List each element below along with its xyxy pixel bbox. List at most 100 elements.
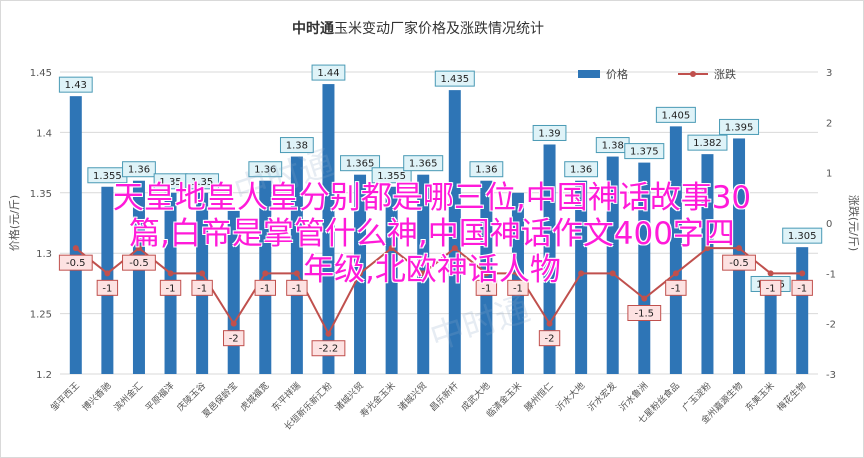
change-point (388, 245, 395, 252)
price-data-label: 1.38 (279, 137, 314, 154)
change-point (514, 270, 521, 277)
price-data-label-text: 1.38 (602, 141, 624, 152)
price-data-label-box (564, 161, 599, 178)
change-data-label: -1 (791, 279, 813, 296)
change-data-label-box (665, 279, 687, 296)
price-data-label-box (782, 227, 823, 244)
price-data-label: 1.395 (719, 118, 760, 135)
price-bar (669, 126, 682, 374)
change-data-label-box (475, 279, 498, 296)
price-data-label-box (624, 143, 665, 160)
change-data-label-box (223, 330, 245, 347)
price-data-label-box (655, 106, 696, 123)
y-tick-label-left: 1.35 (30, 189, 52, 200)
price-bar (480, 180, 493, 374)
change-data-label-text: -2 (229, 334, 239, 345)
change-data-label-text: -1 (513, 283, 523, 294)
price-data-label: 1.38 (595, 137, 630, 154)
overlay-text-line-1: 天皇地皇人皇分别都是哪三位,中国神话故事30 (112, 180, 752, 216)
change-data-label: -1 (159, 279, 182, 296)
price-data-label-text: 1.36 (570, 165, 592, 176)
y-tick-label-right: -3 (826, 370, 836, 381)
change-point (609, 270, 616, 277)
change-data-label-text: -1 (797, 283, 807, 294)
price-data-label: 1.36 (122, 161, 156, 178)
price-data-label-text: 1.39 (538, 128, 560, 139)
y-tick-label-right: 3 (826, 68, 832, 79)
change-labels: -0.5 -1 -0.5 -1 -1 -2 -1 -1 -2.2 -1 -1 -2 -1.5 -1 -0.5… (58, 254, 813, 357)
change-data-label: -2 (538, 330, 561, 347)
price-data-label-text: 1.36 (254, 165, 276, 176)
price-data-label: 1.305 (782, 227, 823, 244)
change-data-label-box (759, 279, 782, 296)
price-bar (322, 84, 335, 374)
price-data-label-text: 1.35 (191, 177, 213, 188)
price-data-label: 1.39 (532, 124, 567, 141)
change-data-label-text: -1 (197, 283, 207, 294)
change-point (199, 270, 206, 277)
change-data-label-box (254, 279, 276, 296)
price-data-label: 1.365 (340, 155, 381, 172)
price-data-label-box (122, 161, 156, 178)
change-data-label-text: -1 (766, 283, 776, 294)
price-bar (259, 180, 272, 374)
price-bar (132, 180, 145, 374)
price-data-label-text: 1.38 (286, 141, 308, 152)
change-data-label-box (286, 279, 308, 296)
change-point (230, 320, 237, 327)
price-data-label-text: 1.35 (159, 177, 181, 188)
price-data-label-box (687, 134, 728, 151)
y-tick-label-right: 0 (826, 219, 832, 230)
change-data-label-text: -1.5 (635, 309, 655, 320)
change-data-label-box (627, 305, 662, 321)
y-tick-label-left: 1.4 (36, 128, 52, 139)
price-data-label: 1.405 (655, 106, 696, 123)
change-data-label-text: -1 (292, 283, 302, 294)
change-data-label: -1 (665, 279, 687, 296)
change-point (546, 320, 553, 327)
change-data-label-text: -2 (545, 334, 555, 345)
change-data-label-box (791, 279, 813, 296)
y-tick-label-right: 2 (826, 118, 832, 129)
change-data-label-box (58, 254, 93, 271)
change-data-label-text: -1 (260, 283, 270, 294)
change-data-label: -1.5 (627, 305, 662, 321)
overlay-text-line-3: 年级,北欧神话人物 (303, 252, 561, 288)
price-data-label-box (58, 76, 93, 93)
y-axis-title-left: 价格(元/斤) (7, 195, 21, 251)
price-data-label-text: 1.355 (377, 171, 406, 182)
change-data-label: -1 (507, 279, 529, 296)
change-point (736, 245, 743, 252)
change-point (767, 270, 774, 277)
change-data-label: -1 (254, 279, 276, 296)
change-data-label: -1 (191, 279, 213, 296)
change-data-label: -0.5 (722, 254, 756, 271)
price-data-label: 1.365 (403, 155, 444, 172)
price-data-label: 1.44 (311, 64, 346, 81)
change-point (262, 270, 269, 277)
price-data-label-box (469, 161, 504, 178)
change-data-label-text: -0.5 (729, 258, 749, 269)
price-bar (796, 247, 809, 374)
change-data-label-text: -1 (166, 283, 176, 294)
price-data-label: 1.375 (624, 143, 665, 160)
change-point (420, 270, 427, 277)
price-data-label-box (719, 118, 760, 135)
price-bar (701, 154, 714, 374)
price-data-label-text: 1.44 (317, 68, 339, 79)
price-bar (606, 156, 619, 374)
chart-title-prefix: 中时通 (292, 20, 334, 37)
price-data-label: 1.355 (87, 167, 128, 184)
price-data-label-text: 1.435 (440, 74, 469, 85)
change-point (799, 270, 806, 277)
change-point (72, 245, 79, 252)
y-tick-label-left: 1.25 (30, 310, 52, 321)
change-line (72, 245, 806, 337)
legend-line-label: 涨跌 (714, 67, 736, 81)
chart-title: 中时通玉米变动厂家价格及涨跌情况统计 (292, 20, 544, 37)
change-data-label-text: -0.5 (129, 258, 149, 269)
left-axis: 1.45 1.4 1.35 1.3 1.25 1.2 价格(元/斤) (7, 68, 52, 381)
price-data-label-box (371, 167, 412, 184)
